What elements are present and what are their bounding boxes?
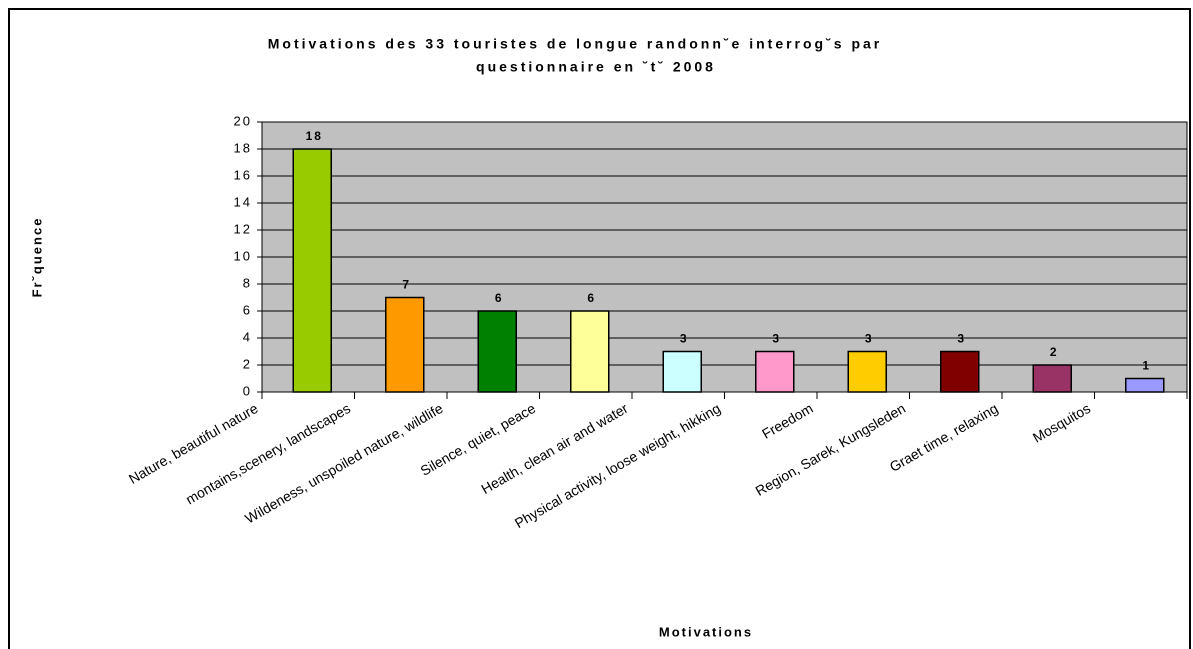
value-label: 18 bbox=[306, 129, 323, 143]
y-tick-label: 4 bbox=[243, 329, 252, 344]
value-label: 3 bbox=[865, 332, 874, 346]
y-tick-label: 2 bbox=[243, 356, 252, 371]
bar bbox=[477, 310, 517, 393]
y-tick-label: 0 bbox=[243, 383, 252, 398]
bar bbox=[292, 148, 332, 393]
value-label: 2 bbox=[1050, 345, 1059, 359]
bar bbox=[570, 310, 610, 393]
y-tick-label: 16 bbox=[234, 167, 252, 182]
value-label: 3 bbox=[680, 332, 689, 346]
bar bbox=[1032, 364, 1072, 393]
value-label: 1 bbox=[1142, 359, 1151, 373]
value-label: 6 bbox=[495, 291, 504, 305]
y-axis-label: Fr˘quence bbox=[29, 217, 44, 298]
chart-title: questionnaire en ˘t˘ 2008 bbox=[476, 59, 716, 75]
bar bbox=[940, 350, 980, 393]
bar bbox=[662, 350, 702, 393]
bar bbox=[385, 296, 425, 393]
y-tick-label: 10 bbox=[234, 248, 252, 263]
bar bbox=[1125, 377, 1165, 393]
value-label: 3 bbox=[957, 332, 966, 346]
bar bbox=[755, 350, 795, 393]
value-label: 7 bbox=[402, 278, 411, 292]
y-tick-label: 12 bbox=[234, 221, 252, 236]
value-label: 3 bbox=[772, 332, 781, 346]
y-tick-label: 20 bbox=[234, 113, 252, 128]
y-tick-label: 14 bbox=[234, 194, 252, 209]
y-tick-label: 18 bbox=[234, 140, 252, 155]
chart-title: Motivations des 33 touristes de longue r… bbox=[268, 36, 883, 52]
y-tick-label: 8 bbox=[243, 275, 252, 290]
x-axis-label: Motivations bbox=[659, 624, 753, 639]
bar bbox=[847, 350, 887, 393]
y-tick-label: 6 bbox=[243, 302, 252, 317]
value-label: 6 bbox=[587, 291, 596, 305]
